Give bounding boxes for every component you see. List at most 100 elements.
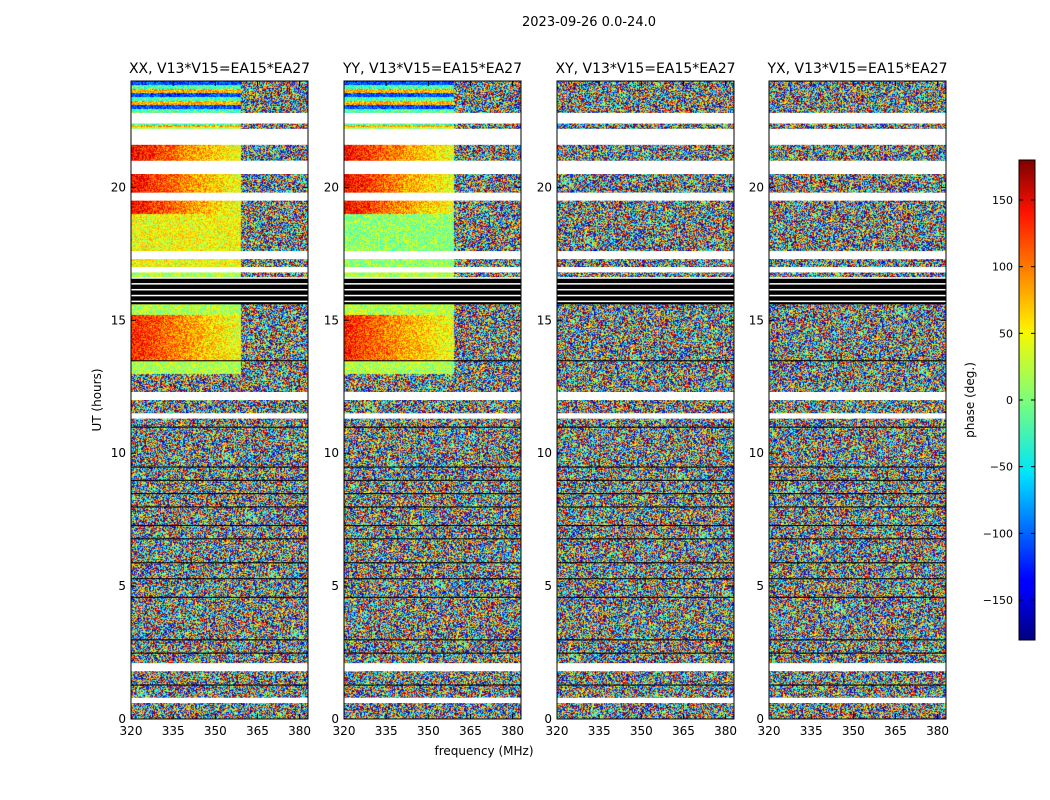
y-tick-label: 5	[544, 579, 552, 593]
blank-row	[557, 663, 734, 672]
x-tick-label: 350	[630, 724, 653, 738]
row-line	[557, 639, 734, 641]
blank-row	[344, 413, 521, 419]
flagged-gap	[344, 294, 521, 297]
row-line	[557, 652, 734, 654]
flagged-gap	[344, 300, 521, 303]
row-line	[131, 524, 308, 527]
x-tick-label: 365	[672, 724, 695, 738]
panel-2: YY, V13*V15=EA15*EA27 320 335 350 365 380 0 5 10…	[324, 61, 524, 738]
colorbar-tick-label: 100	[992, 261, 1013, 274]
panel-4: YX, V13*V15=EA15*EA27 320 335 350 365 380 0 5 10…	[749, 61, 949, 738]
flagged-gap	[344, 283, 521, 285]
row-line	[131, 466, 308, 468]
colorbar-label: phase (deg.)	[963, 362, 977, 438]
flagged-gap	[557, 277, 734, 279]
row-line	[769, 426, 946, 428]
row-line	[557, 684, 734, 686]
blank-row	[769, 697, 946, 704]
blank-row	[344, 267, 521, 273]
panel-1: XX, V13*V15=EA15*EA27 320 335 350 365 380 0 5 10…	[111, 61, 311, 738]
row-line	[769, 538, 946, 540]
row-line	[344, 506, 521, 508]
flagged-gap	[131, 277, 308, 279]
x-tick-label: 320	[120, 724, 143, 738]
row-line	[769, 466, 946, 468]
blank-row	[131, 697, 308, 704]
x-tick-label: 380	[501, 724, 524, 738]
blank-row	[557, 112, 734, 124]
row-line	[131, 360, 308, 362]
blank-row	[769, 413, 946, 419]
row-line	[769, 506, 946, 508]
row-line	[344, 493, 521, 495]
row-line	[557, 506, 734, 508]
colorbar-tick-label: 50	[999, 327, 1013, 340]
x-tick-label: 365	[884, 724, 907, 738]
y-tick-label: 15	[324, 313, 339, 327]
row-line	[769, 493, 946, 495]
blank-row	[557, 128, 734, 145]
row-line	[769, 360, 946, 362]
panel-title: YX, V13*V15=EA15*EA27	[766, 61, 947, 77]
blank-row	[344, 112, 521, 124]
blank-row	[769, 251, 946, 260]
blank-row	[131, 112, 308, 124]
flagged-gap	[131, 288, 308, 291]
flagged-gap	[131, 283, 308, 285]
y-tick-label: 0	[544, 712, 552, 726]
row-line	[769, 479, 946, 481]
row-line	[769, 562, 946, 564]
y-tick-label: 10	[324, 446, 339, 460]
row-line	[344, 639, 521, 641]
colorbar-tick-label: −100	[983, 527, 1013, 540]
colorbar: −150 −100 −50 0 50 100 150 phase (deg.)	[963, 159, 1036, 641]
x-tick-label: 335	[375, 724, 398, 738]
blank-row	[131, 663, 308, 672]
blank-row	[769, 128, 946, 145]
blank-row	[344, 697, 521, 704]
panels-group: XX, V13*V15=EA15*EA27 320 335 350 365 380 0 5 10…	[111, 61, 949, 738]
x-tick-label: 335	[800, 724, 823, 738]
row-line	[557, 524, 734, 527]
row-line	[131, 426, 308, 428]
colorbar-tick-label: 0	[1006, 394, 1013, 407]
y-tick-label: 10	[749, 446, 764, 460]
flagged-row	[344, 277, 521, 305]
x-tick-label: 380	[714, 724, 737, 738]
y-tick-label: 5	[756, 579, 764, 593]
panel-heatmap	[344, 81, 521, 719]
x-tick-label: 335	[588, 724, 611, 738]
flagged-row	[131, 277, 308, 305]
row-line	[557, 466, 734, 468]
blank-row	[344, 663, 521, 672]
row-line	[557, 479, 734, 481]
blank-row	[769, 267, 946, 273]
row-line	[344, 538, 521, 540]
blank-row	[769, 392, 946, 400]
flagged-gap	[769, 288, 946, 291]
panel-frame	[130, 80, 309, 720]
flagged-gap	[344, 277, 521, 279]
row-line	[131, 684, 308, 686]
y-tick-label: 20	[537, 180, 552, 194]
flagged-row	[557, 277, 734, 305]
x-tick-label: 350	[842, 724, 865, 738]
y-tick-label: 10	[537, 446, 552, 460]
panel-title: YY, V13*V15=EA15*EA27	[342, 61, 522, 77]
blank-row	[131, 392, 308, 400]
x-tick-label: 380	[288, 724, 311, 738]
flagged-gap	[344, 288, 521, 291]
y-tick-label: 0	[331, 712, 339, 726]
panel-title: XX, V13*V15=EA15*EA27	[129, 61, 310, 77]
row-line	[131, 639, 308, 641]
panel-frame	[343, 80, 522, 720]
row-line	[131, 538, 308, 540]
panel-frame	[768, 80, 947, 720]
row-line	[769, 596, 946, 598]
row-line	[344, 578, 521, 580]
row-line	[557, 596, 734, 598]
x-tick-label: 365	[459, 724, 482, 738]
row-line	[557, 360, 734, 362]
x-tick-label: 350	[204, 724, 227, 738]
